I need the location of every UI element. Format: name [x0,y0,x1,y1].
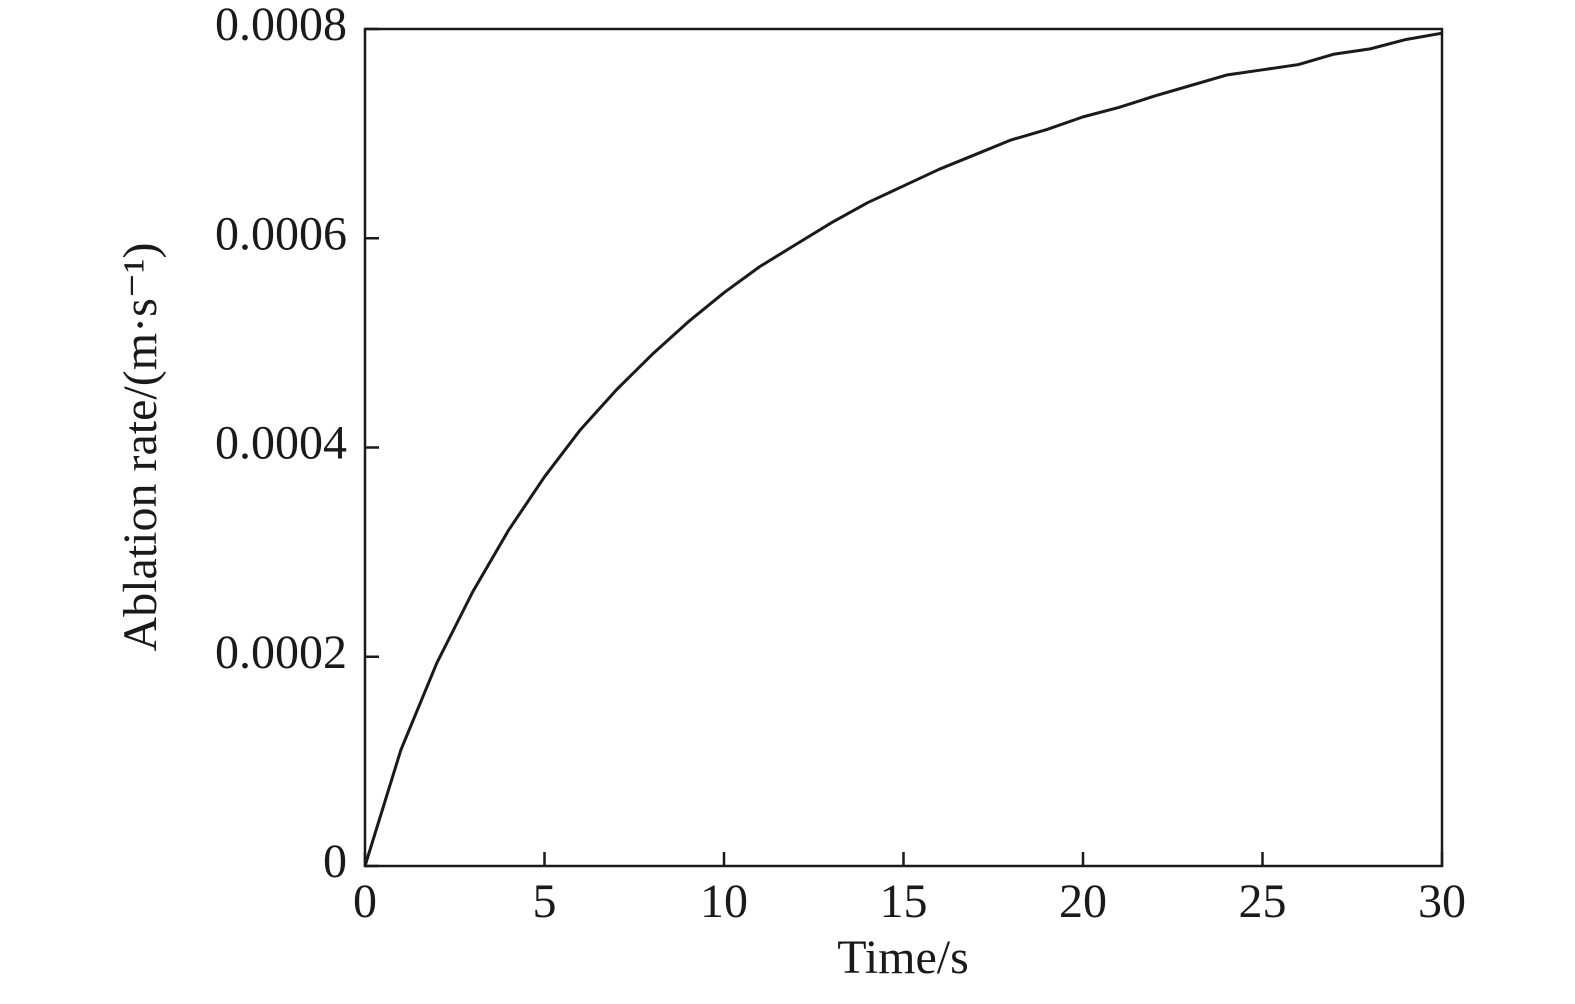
y-tick-label: 0.0004 [215,417,347,470]
x-tick-label: 20 [1059,875,1107,928]
y-tick-label: 0.0008 [215,0,347,51]
x-tick-label: 30 [1418,875,1466,928]
y-tick-label: 0.0006 [215,207,347,260]
x-axis-label: Time/s [837,931,969,984]
x-tick-label: 15 [880,875,928,928]
y-tick-label: 0 [323,835,347,888]
y-axis-label: Ablation rate/(m·s⁻¹) [114,243,167,652]
x-tick-label: 5 [533,875,557,928]
x-tick-label: 0 [353,875,377,928]
x-tick-label: 10 [700,875,748,928]
plot-frame [363,27,1444,868]
y-tick-label: 0.0002 [215,626,347,679]
x-tick-label: 25 [1239,875,1287,928]
data-line [363,31,1443,867]
